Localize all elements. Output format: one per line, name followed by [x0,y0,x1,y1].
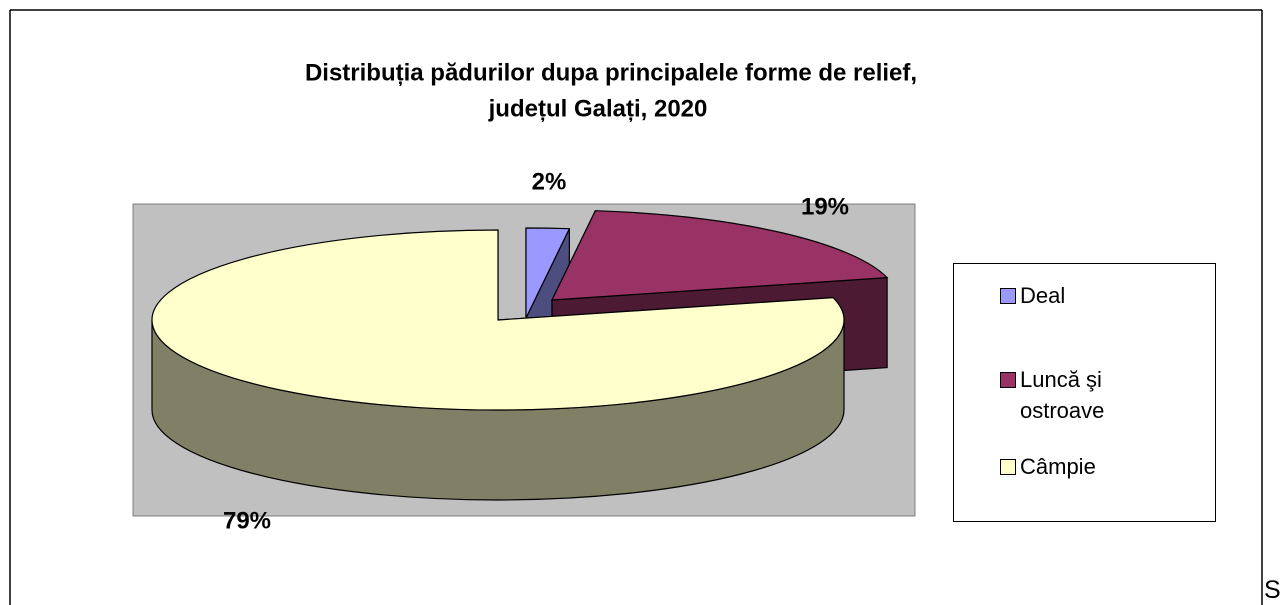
pie-tops [151,210,889,411]
legend-entry: Câmpie [1000,451,1170,482]
slice [551,210,889,301]
data-label: 2% [532,168,567,195]
legend-swatch [1000,459,1016,475]
legend: Deal Luncă şi ostroave Câmpie [953,263,1216,522]
legend-swatch [1000,288,1016,304]
data-label: 19% [801,193,849,220]
legend-label: Luncă şi ostroave [1020,367,1105,423]
chart-title: Distribuția pădurilor dupa principalele … [305,59,917,86]
slice [151,229,845,411]
legend-entry: Luncă şi ostroave [1000,364,1170,426]
legend-label: Câmpie [1020,454,1096,479]
slice [525,227,571,319]
data-label: 79% [223,507,271,534]
legend-label: Deal [1020,283,1066,308]
chart-title: județul Galați, 2020 [488,95,708,122]
legend-entry: Deal [1000,280,1170,311]
legend-swatch [1000,372,1016,388]
page-text: S [1264,576,1281,604]
